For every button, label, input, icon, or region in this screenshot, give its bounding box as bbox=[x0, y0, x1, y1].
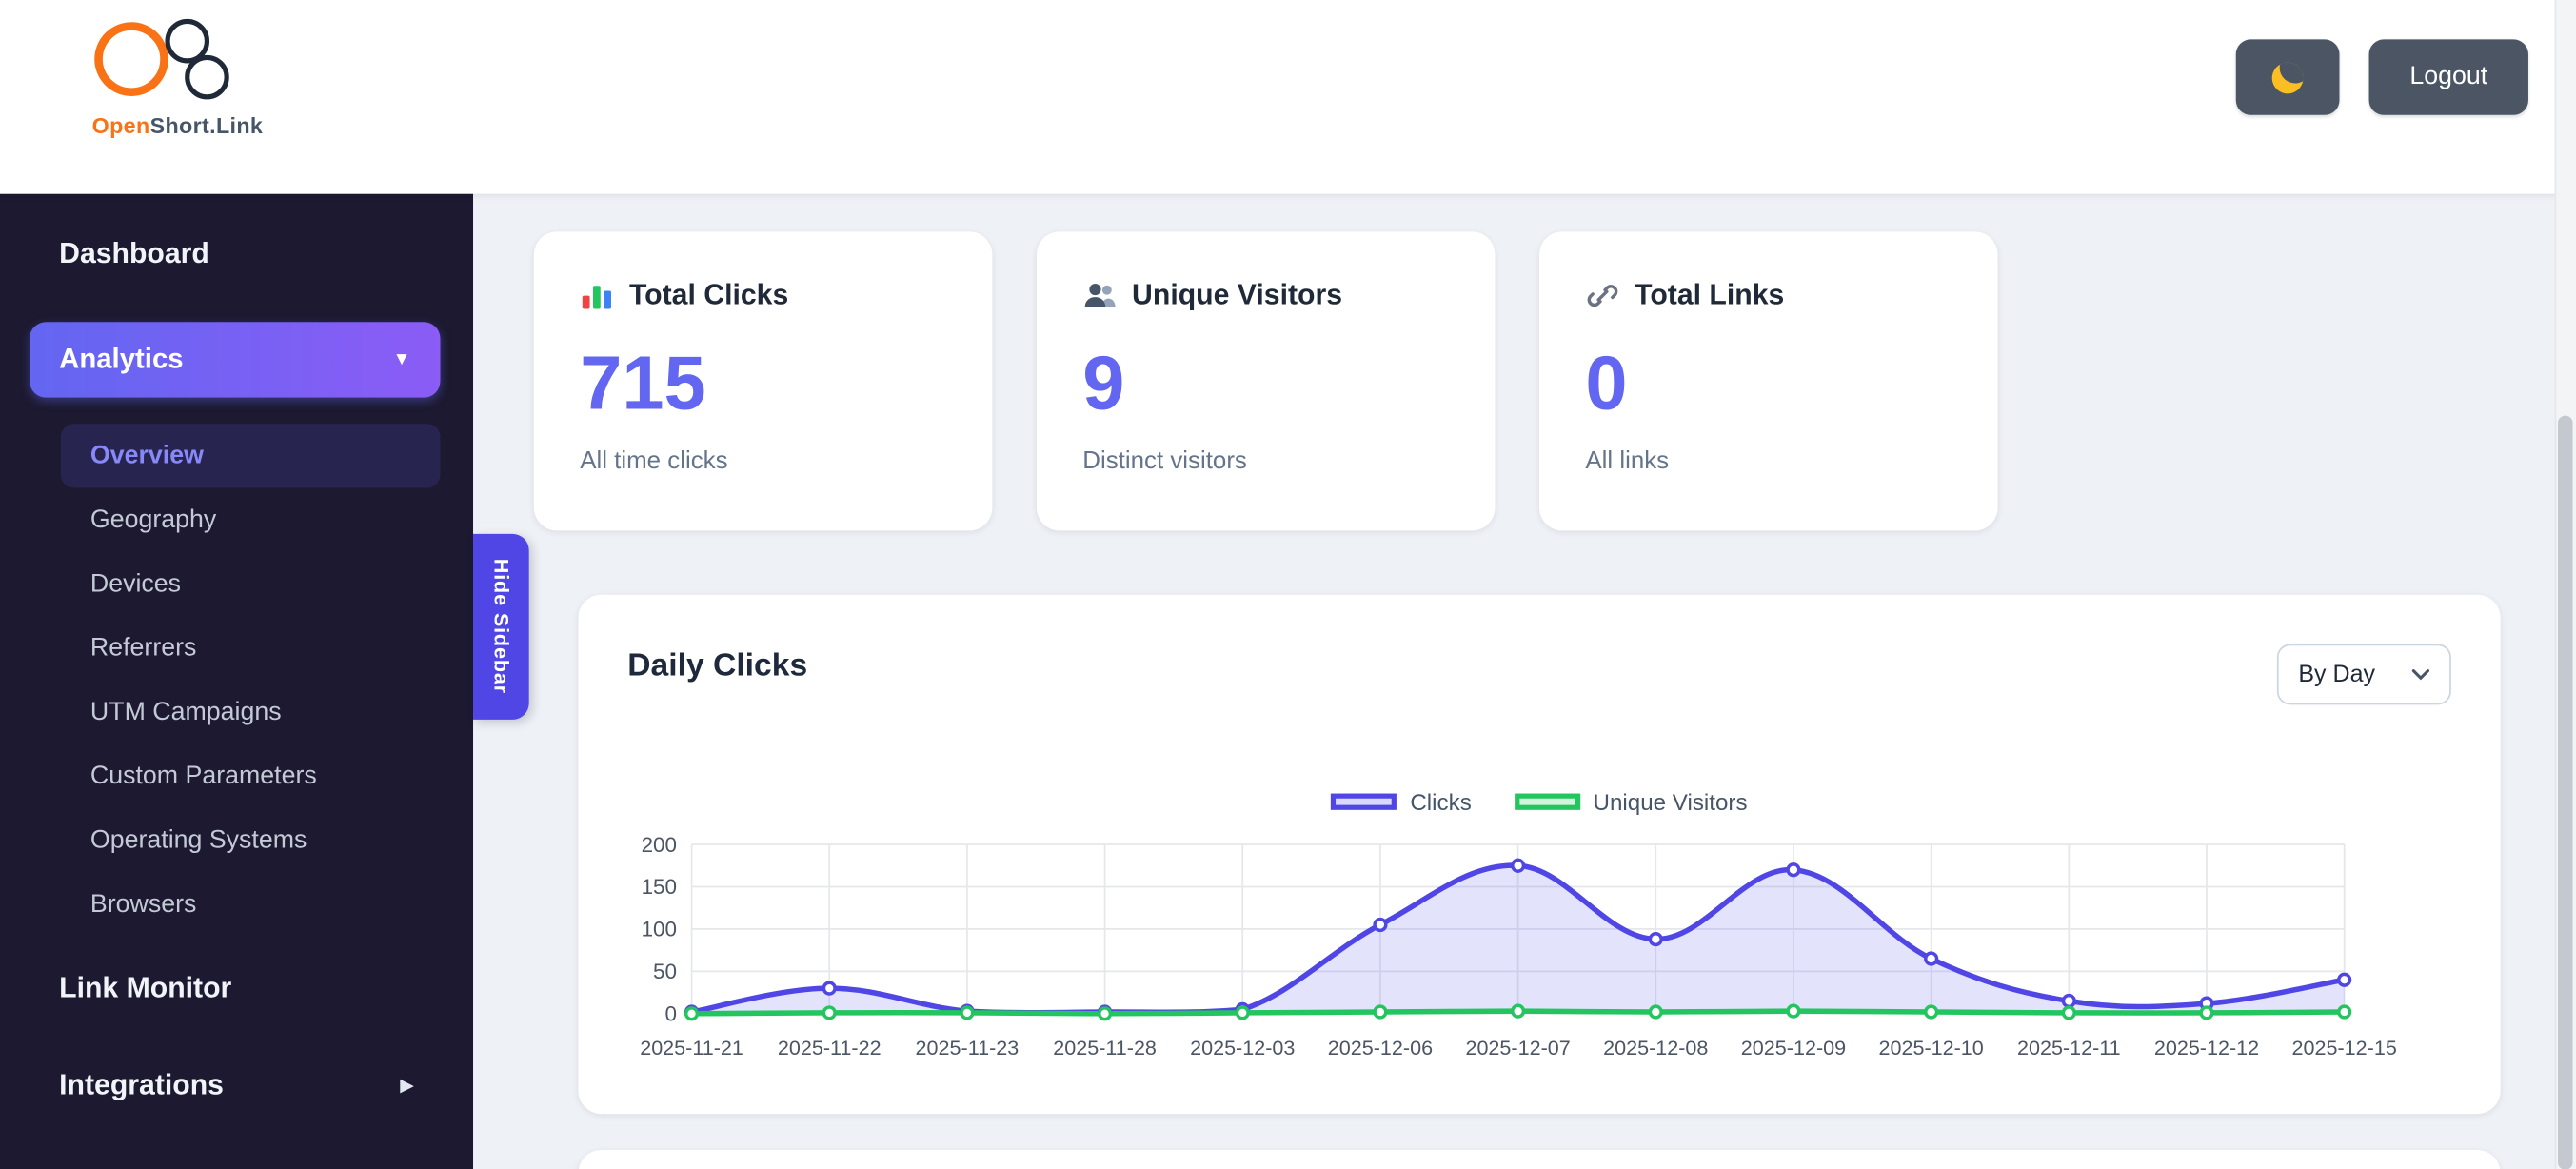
legend-label-unique-visitors: Unique Visitors bbox=[1593, 788, 1748, 815]
legend-swatch-unique-visitors bbox=[1514, 793, 1580, 810]
sidebar-item-geography[interactable]: Geography bbox=[89, 505, 217, 534]
svg-text:2025-12-09: 2025-12-09 bbox=[1741, 1036, 1846, 1060]
sidebar-item-analytics[interactable]: Analytics ▼ bbox=[30, 322, 441, 398]
section-title-daily-clicks: Daily Clicks bbox=[627, 646, 808, 684]
bar-chart-icon bbox=[582, 285, 611, 308]
svg-text:2025-12-11: 2025-12-11 bbox=[2017, 1036, 2121, 1060]
legend-item-unique-visitors[interactable]: Unique Visitors bbox=[1514, 788, 1748, 815]
people-icon bbox=[1084, 283, 1116, 307]
stat-card-unique-visitors: Unique Visitors 9 Distinct visitors bbox=[1036, 231, 1496, 531]
logout-button[interactable]: Logout bbox=[2368, 39, 2528, 115]
stat-card-total-links: Total Links 0 All links bbox=[1539, 231, 1998, 531]
svg-text:2025-12-03: 2025-12-03 bbox=[1190, 1036, 1295, 1060]
interval-select[interactable]: By Day bbox=[2276, 644, 2451, 705]
hide-sidebar-label: Hide Sidebar bbox=[489, 559, 513, 695]
moon-icon bbox=[2269, 58, 2308, 96]
interval-select-value: By Day bbox=[2298, 661, 2376, 688]
svg-text:2025-12-06: 2025-12-06 bbox=[1328, 1036, 1433, 1060]
scrollbar-track[interactable] bbox=[2554, 0, 2576, 1169]
svg-text:150: 150 bbox=[642, 875, 677, 899]
scrollbar-thumb[interactable] bbox=[2558, 415, 2573, 1169]
stat-subtitle: All links bbox=[1585, 446, 1670, 475]
sidebar-item-link-monitor[interactable]: Link Monitor bbox=[59, 970, 232, 1004]
stat-card-total-clicks: Total Clicks 715 All time clicks bbox=[533, 231, 993, 531]
sidebar-item-custom-parameters[interactable]: Custom Parameters bbox=[89, 761, 317, 790]
hide-sidebar-tab[interactable]: Hide Sidebar bbox=[473, 533, 529, 720]
integrations-label: Integrations bbox=[59, 1067, 224, 1101]
svg-text:2025-12-07: 2025-12-07 bbox=[1465, 1036, 1570, 1060]
svg-text:2025-12-10: 2025-12-10 bbox=[1878, 1036, 1983, 1060]
svg-text:0: 0 bbox=[665, 1002, 677, 1026]
svg-text:50: 50 bbox=[653, 960, 677, 983]
svg-text:2025-12-12: 2025-12-12 bbox=[2154, 1036, 2259, 1060]
legend-swatch-clicks bbox=[1331, 793, 1397, 810]
sidebar-item-overview[interactable]: Overview bbox=[60, 424, 441, 488]
svg-text:2025-11-23: 2025-11-23 bbox=[916, 1036, 1020, 1060]
sidebar-item-integrations[interactable]: Integrations ▶ bbox=[59, 1068, 414, 1102]
chevron-right-icon: ▶ bbox=[400, 1076, 414, 1097]
svg-text:100: 100 bbox=[642, 918, 677, 941]
sidebar-item-dashboard[interactable]: Dashboard bbox=[59, 236, 209, 270]
header: OpenShort.Link Logout bbox=[0, 0, 2576, 194]
daily-clicks-chart: 0 50 100 150 200 2025-11-21 2025-11-22 2025-11-… bbox=[640, 835, 2397, 1060]
brand-wordmark-rest: Short.Link bbox=[149, 113, 264, 138]
link-icon bbox=[1587, 284, 1618, 307]
svg-text:2025-11-22: 2025-11-22 bbox=[778, 1036, 882, 1060]
stat-value: 9 bbox=[1082, 340, 1125, 426]
daily-clicks-card: Daily Clicks By Day Clicks Unique Visito… bbox=[578, 594, 2501, 1115]
stat-value: 715 bbox=[580, 340, 706, 426]
svg-text:2025-11-21: 2025-11-21 bbox=[640, 1036, 743, 1060]
chevron-down-icon bbox=[2411, 669, 2430, 681]
stat-subtitle: Distinct visitors bbox=[1082, 446, 1247, 475]
chart-legend: Clicks Unique Visitors bbox=[578, 788, 2500, 815]
analytics-label: Analytics bbox=[59, 343, 184, 375]
stats-row: Total Clicks 715 All time clicks Unique … bbox=[533, 231, 1998, 531]
svg-text:2025-12-08: 2025-12-08 bbox=[1603, 1036, 1708, 1060]
chevron-down-icon: ▼ bbox=[392, 349, 411, 370]
sidebar-item-browsers[interactable]: Browsers bbox=[89, 889, 197, 918]
stat-title: Unique Visitors bbox=[1132, 277, 1343, 311]
stat-title: Total Links bbox=[1635, 277, 1785, 311]
brand-wordmark-accent: Open bbox=[91, 113, 150, 138]
analytics-submenu: Overview Geography Devices Referrers UTM… bbox=[60, 424, 441, 936]
logo-icon bbox=[94, 18, 229, 100]
sidebar: Dashboard Analytics ▼ Overview Geography… bbox=[0, 193, 474, 1169]
brand-logo[interactable]: OpenShort.Link bbox=[92, 16, 323, 138]
legend-label-clicks: Clicks bbox=[1410, 788, 1472, 815]
legend-item-clicks[interactable]: Clicks bbox=[1331, 788, 1472, 815]
brand-wordmark: OpenShort.Link bbox=[92, 113, 323, 138]
stat-value: 0 bbox=[1585, 340, 1628, 426]
sidebar-item-referrers[interactable]: Referrers bbox=[89, 633, 197, 662]
next-section-card-partial bbox=[578, 1150, 2501, 1169]
svg-text:200: 200 bbox=[642, 835, 677, 857]
sidebar-item-utm-campaigns[interactable]: UTM Campaigns bbox=[89, 697, 282, 725]
sidebar-item-operating-systems[interactable]: Operating Systems bbox=[89, 825, 307, 854]
stat-subtitle: All time clicks bbox=[580, 446, 728, 475]
svg-text:2025-12-15: 2025-12-15 bbox=[2292, 1036, 2397, 1060]
sidebar-item-devices[interactable]: Devices bbox=[89, 568, 182, 598]
theme-toggle-button[interactable] bbox=[2235, 39, 2340, 115]
stat-title: Total Clicks bbox=[628, 277, 789, 311]
svg-text:2025-11-28: 2025-11-28 bbox=[1053, 1036, 1157, 1060]
